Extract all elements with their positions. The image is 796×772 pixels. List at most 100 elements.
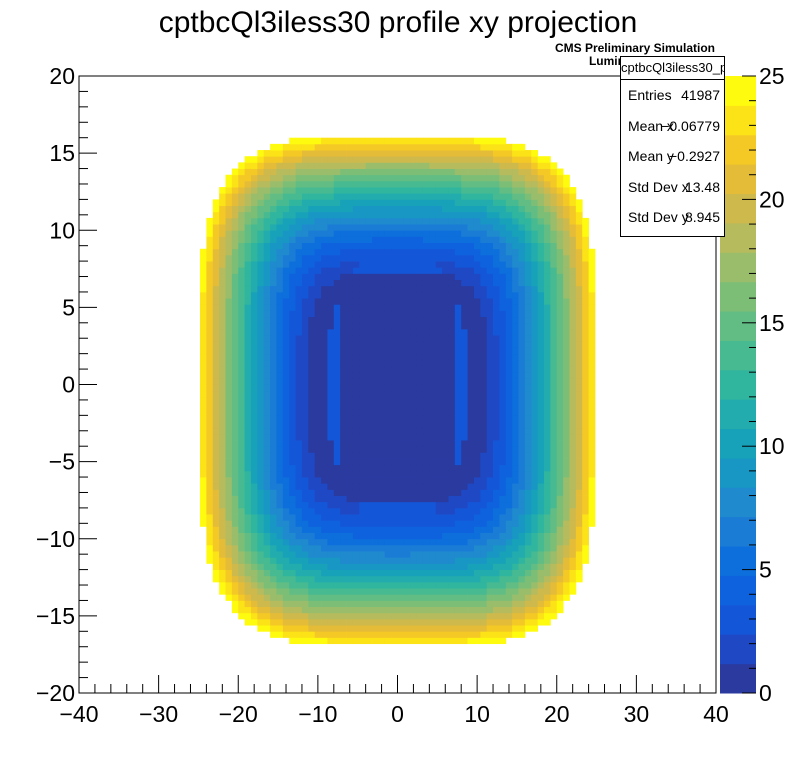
heatmap-cell [575,557,583,564]
heatmap-cell [505,415,513,422]
heatmap-cell [512,495,519,503]
heatmap-cell [435,433,443,441]
heatmap-cell [327,162,335,169]
heatmap-cell [416,248,424,256]
heatmap-cell [531,464,539,472]
heatmap-cell [403,526,411,533]
heatmap-cell [384,421,392,429]
heatmap-cell [493,631,500,638]
heatmap-cell [384,242,392,250]
heatmap-cell [461,390,468,398]
heatmap-cell [263,396,271,404]
heatmap-cell [448,440,456,447]
heatmap-cell [219,446,226,453]
heatmap-cell [493,322,500,330]
heatmap-cell [550,304,558,311]
heatmap-cell [289,242,296,250]
heatmap-cell [480,458,488,466]
heatmap-cell [346,538,354,546]
heatmap-cell [569,452,577,459]
heatmap-cell [327,581,335,589]
heatmap-cell [359,273,367,281]
heatmap-cell [327,440,335,447]
heatmap-cell [231,563,239,570]
heatmap-cell [575,495,583,503]
heatmap-cell [219,248,226,256]
heatmap-cell [276,254,284,262]
heatmap-cell [391,544,398,552]
heatmap-cell [340,403,347,410]
heatmap-cell [263,489,271,496]
heatmap-cell [473,291,481,299]
heatmap-cell [270,631,277,638]
heatmap-cell [422,452,430,459]
heatmap-cell [473,322,481,330]
heatmap-cell [301,168,309,176]
heatmap-cell [582,452,589,459]
heatmap-cell [531,273,539,281]
heatmap-cell [575,365,583,373]
heatmap-cell [486,291,494,299]
heatmap-cell [378,273,386,281]
heatmap-cell [212,230,220,237]
heatmap-cell [563,267,570,274]
heatmap-cell [569,458,577,466]
heatmap-cell [359,544,367,552]
heatmap-cell [569,267,577,274]
heatmap-cell [461,403,468,410]
heatmap-cell [308,211,316,219]
heatmap-cell [448,606,456,614]
heatmap-cells [200,137,596,645]
heatmap-cell [422,563,430,570]
heatmap-cell [544,458,551,466]
heatmap-cell [231,285,239,293]
heatmap-cell [270,193,277,200]
heatmap-cell [473,341,481,348]
heatmap-cell [454,168,462,176]
heatmap-cell [333,458,341,466]
heatmap-cell [308,526,316,533]
heatmap-cell [429,600,437,608]
heatmap-cell [301,618,309,626]
heatmap-cell [544,581,551,589]
heatmap-cell [263,291,271,299]
heatmap-cell [550,285,558,293]
heatmap-cell [352,285,360,293]
heatmap-cell [416,316,424,324]
heatmap-cell [588,501,596,509]
heatmap-cell [429,353,437,361]
heatmap-cell [301,353,309,361]
heatmap-cell [384,261,392,268]
heatmap-cell [480,199,488,206]
heatmap-cell [231,230,239,237]
heatmap-cell [321,316,328,324]
heatmap-cell [550,224,558,231]
heatmap-cell [340,137,347,145]
heatmap-cell [473,396,481,404]
heatmap-cell [352,538,360,546]
heatmap-cell [372,347,379,355]
heatmap-cell [314,236,322,243]
heatmap-cell [550,279,558,287]
heatmap-cell [372,156,379,163]
heatmap-cell [416,446,424,453]
heatmap-cell [314,427,322,435]
heatmap-cell [410,279,418,287]
heatmap-cell [403,162,411,169]
heatmap-cell [212,421,220,429]
heatmap-cell [582,520,589,527]
heatmap-cell [219,538,226,546]
heatmap-cell [448,483,456,490]
heatmap-cell [499,137,507,145]
heatmap-cell [480,569,488,577]
heatmap-cell [524,415,532,422]
heatmap-cell [518,526,526,533]
heatmap-cell [257,594,265,601]
heatmap-cell [486,304,494,311]
heatmap-cell [467,563,475,570]
heatmap-cell [537,193,545,200]
heatmap-cell [206,514,214,521]
heatmap-cell [397,156,405,163]
heatmap-cell [518,489,526,496]
heatmap-cell [340,489,347,496]
